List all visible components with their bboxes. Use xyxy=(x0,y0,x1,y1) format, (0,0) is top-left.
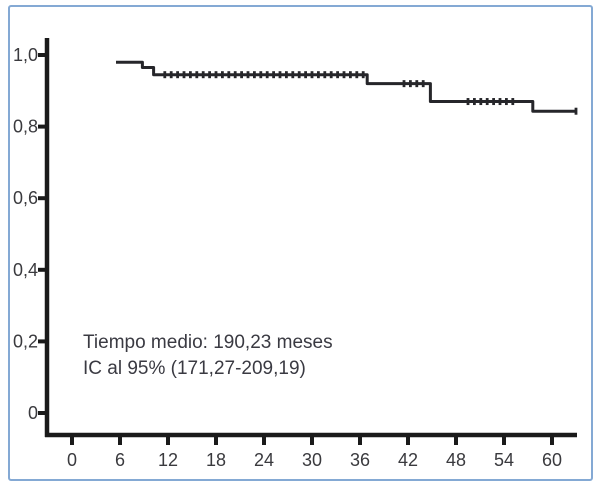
x-tick-label: 12 xyxy=(158,450,178,470)
y-tick-label: 0,6 xyxy=(13,188,38,208)
annotation-line1: Tiempo medio: 190,23 meses xyxy=(83,332,333,353)
x-tick-label: 42 xyxy=(398,450,418,470)
x-tick-label: 24 xyxy=(254,450,274,470)
figure-frame xyxy=(8,5,593,481)
y-tick-label: 0,8 xyxy=(13,117,38,137)
x-tick-label: 0 xyxy=(67,450,77,470)
x-tick-label: 6 xyxy=(115,450,125,470)
x-tick-label: 60 xyxy=(542,450,562,470)
x-tick-label: 36 xyxy=(350,450,370,470)
x-tick-label: 18 xyxy=(206,450,226,470)
y-tick-label: 0,4 xyxy=(13,260,38,280)
y-tick-label: 0,2 xyxy=(13,331,38,351)
annotation: Tiempo medio: 190,23 meses IC al 95% (17… xyxy=(83,330,333,382)
x-tick-label: 54 xyxy=(494,450,514,470)
y-tick-label: 1,0 xyxy=(13,45,38,65)
y-tick-label: 0 xyxy=(28,403,38,423)
survival-curve xyxy=(116,60,577,113)
x-tick-label: 48 xyxy=(446,450,466,470)
x-tick-label: 30 xyxy=(302,450,322,470)
annotation-line2: IC al 95% (171,27-209,19) xyxy=(83,358,306,379)
